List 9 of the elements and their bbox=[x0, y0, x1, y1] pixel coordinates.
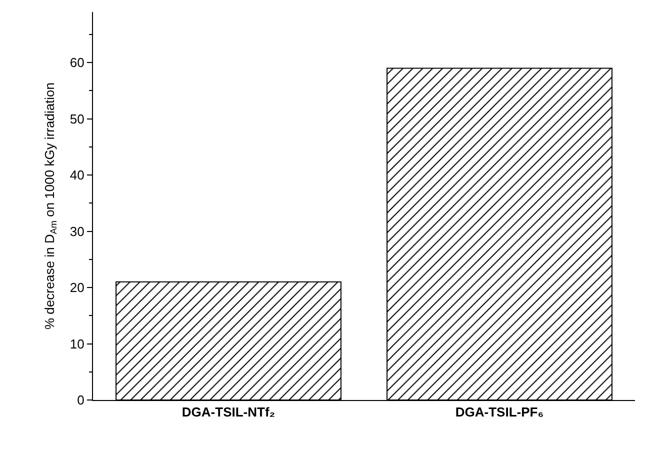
y-tick-label: 30 bbox=[70, 224, 84, 239]
y-tick-label: 60 bbox=[70, 55, 84, 70]
y-tick-label: 20 bbox=[70, 280, 84, 296]
y-tick-label: 0 bbox=[77, 392, 84, 408]
y-tick-label: 40 bbox=[70, 168, 84, 183]
x-tick-label: DGA-TSIL-NTf₂ bbox=[182, 404, 276, 420]
y-tick-label: 10 bbox=[70, 336, 84, 352]
x-tick-label: DGA-TSIL-PF₆ bbox=[455, 404, 544, 420]
y-tick-label: 50 bbox=[70, 111, 84, 126]
